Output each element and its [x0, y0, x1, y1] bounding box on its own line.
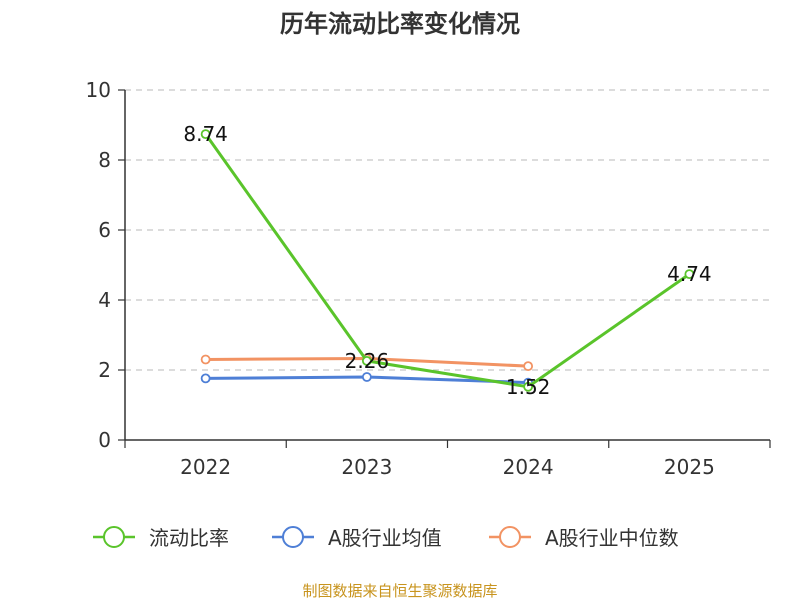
data-point-1-2023	[361, 372, 372, 382]
data-label-2023: 2.26	[345, 349, 390, 373]
y-tick-label: 4	[98, 288, 111, 312]
data-label-2025: 4.74	[667, 262, 712, 286]
y-tick-label: 0	[98, 428, 111, 452]
y-tick-label: 6	[98, 218, 111, 242]
data-point-2-2024	[523, 361, 534, 372]
legend-item-0: 流动比率	[93, 526, 229, 550]
data-labels: 8.74 2.26 1.52 4.74	[183, 122, 711, 399]
legend-label-2: A股行业中位数	[545, 526, 679, 550]
legend-label-1: A股行业均值	[328, 526, 442, 550]
grid	[125, 89, 770, 371]
data-point-2-2022	[200, 354, 211, 365]
legend-marker-2	[499, 526, 521, 548]
data-point-0-2024	[523, 381, 534, 392]
x-tick-label-2024: 2024	[503, 455, 554, 479]
x-tick-label-2022: 2022	[180, 455, 231, 479]
y-tick-label: 10	[86, 78, 111, 102]
source-note: 制图数据来自恒生聚源数据库	[302, 582, 497, 600]
legend-item-2: A股行业中位数	[489, 526, 679, 550]
data-point-1-2022	[200, 373, 211, 384]
legend-marker-1	[282, 526, 304, 548]
x-tick-label-2023: 2023	[341, 455, 392, 479]
series-0	[200, 129, 695, 392]
legend-item-1: A股行业均值	[272, 526, 442, 550]
legend: 流动比率 A股行业均值 A股行业中位数	[93, 526, 679, 550]
data-point-0-2025	[684, 269, 695, 280]
data-label-2022: 8.74	[183, 122, 228, 146]
y-tick-label: 8	[98, 148, 111, 172]
axes: 0 2 4 6 8 10 2022 2023 2024 2025	[86, 78, 771, 479]
series-line-0	[204, 133, 691, 389]
data-label-2024: 1.52	[506, 375, 551, 399]
data-point-0-2022	[200, 129, 211, 140]
legend-marker-0	[103, 526, 125, 548]
data-point-0-2023	[361, 355, 372, 366]
y-tick-label: 2	[98, 358, 111, 382]
x-tick-label-2025: 2025	[664, 455, 715, 479]
legend-label-0: 流动比率	[149, 526, 229, 550]
series-layer	[200, 129, 695, 392]
chart-title: 历年流动比率变化情况	[280, 10, 520, 38]
